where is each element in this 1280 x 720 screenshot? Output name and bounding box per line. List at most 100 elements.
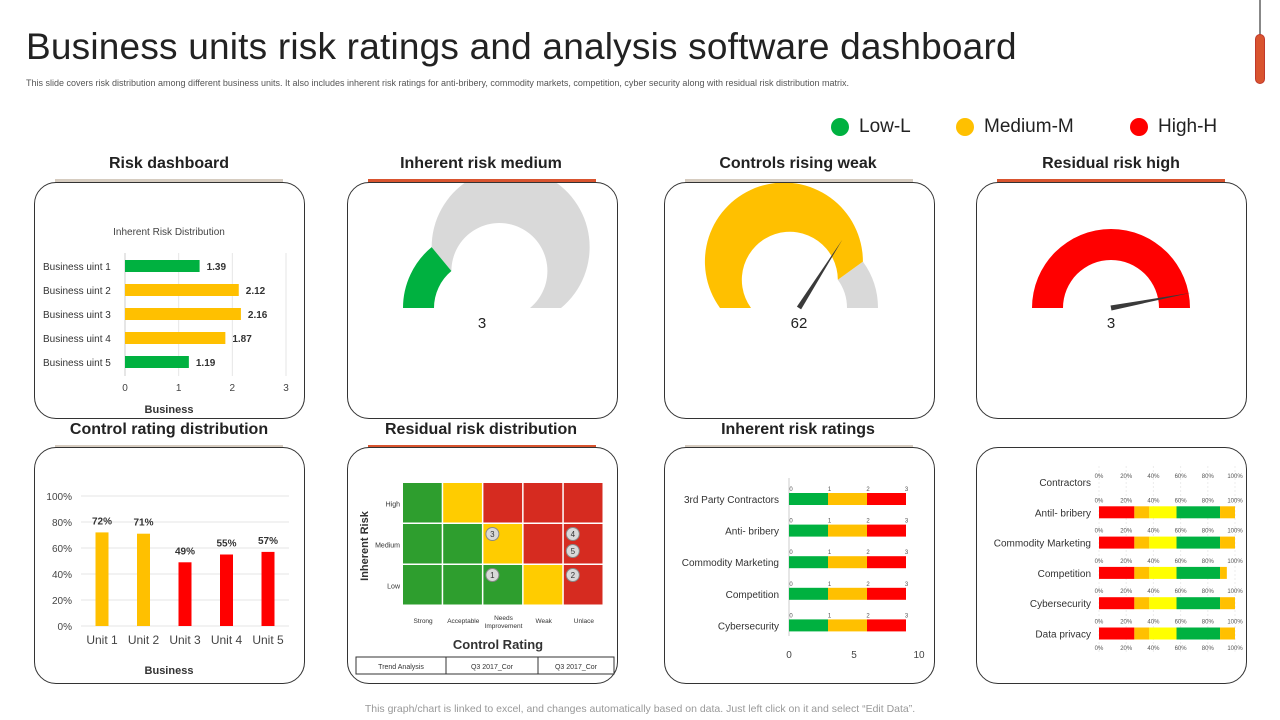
- bar: [137, 533, 150, 626]
- category-label: 3rd Party Contractors: [684, 495, 779, 506]
- bar-segment: [1149, 506, 1177, 519]
- bar-segment: [867, 493, 906, 505]
- mini-tick-label: 20%: [1120, 559, 1133, 565]
- mini-tick-label: 0: [789, 613, 793, 619]
- bar-segment: [1149, 566, 1177, 579]
- x-tick-label: 2: [230, 383, 236, 394]
- bar-segment: [828, 524, 867, 537]
- category-label: Competition: [726, 590, 779, 601]
- bar-segment: [828, 556, 867, 569]
- bar: [125, 356, 189, 368]
- gauge-needle: [1110, 292, 1191, 311]
- panel-underline: [685, 179, 913, 183]
- card-control-rating-distribution: 0% 20% 40% 60% 80% 100% 72% Unit 1 71% Unit 2 49% U…: [34, 447, 305, 684]
- x-tick-label: 0%: [1095, 646, 1104, 652]
- panel-title-risk-dashboard: Risk dashboard: [108, 155, 230, 172]
- x-tick-label: 3: [283, 383, 289, 394]
- mini-tick-label: 100%: [1227, 559, 1243, 565]
- inherent-risk-ratings-chart: 3rd Party Contractors 0 1 2 3 Anti- bribery 0 1…: [682, 478, 925, 661]
- bar-segment: [1099, 536, 1135, 549]
- mini-tick-label: 40%: [1147, 529, 1160, 535]
- medium-dot-icon: [956, 118, 974, 136]
- x-tick-label: Unit 2: [128, 633, 160, 647]
- y-tick-label: 20%: [52, 596, 72, 607]
- mini-tick-label: 2: [866, 519, 870, 525]
- x-tick-label: 60%: [1175, 646, 1188, 652]
- mini-tick-label: 40%: [1147, 589, 1160, 595]
- legend-label-high: High-H: [1158, 116, 1218, 137]
- card-residual-risk-distribution: High Medium Low Strong Acceptable Needs Improv…: [347, 447, 618, 684]
- gauge-residual-risk-high: 3: [1032, 229, 1191, 332]
- x-tick-label: 10: [913, 650, 925, 661]
- bar-segment: [1220, 566, 1227, 579]
- matrix-marker-label: 1: [490, 571, 495, 580]
- mini-tick-label: 100%: [1227, 474, 1243, 480]
- gauge-inherent-risk-medium: 3: [403, 168, 590, 332]
- gauge-fill: [1032, 229, 1190, 308]
- bar-segment: [1134, 566, 1150, 579]
- matrix-marker: [565, 544, 580, 558]
- mini-tick-label: 60%: [1175, 589, 1188, 595]
- mini-tick-label: 0: [789, 519, 793, 525]
- bar: [125, 260, 200, 272]
- matrix-cell: [563, 483, 603, 523]
- matrix-marker: [485, 527, 500, 541]
- panel-title-inherent-risk-medium: Inherent risk medium: [400, 155, 562, 172]
- low-dot-icon: [831, 118, 849, 136]
- bar-segment: [1099, 506, 1135, 519]
- mini-tick-label: 1: [828, 487, 832, 493]
- bar-segment: [1149, 627, 1177, 640]
- panel-title-control-rating-distribution: Control rating distribution: [69, 421, 269, 438]
- matrix-cell: [403, 565, 442, 605]
- card-controls-rising-weak: 62: [664, 182, 935, 419]
- bar-segment: [1176, 536, 1221, 549]
- mini-tick-label: 80%: [1202, 498, 1215, 504]
- mini-tick-label: 3: [905, 613, 909, 619]
- card-residual-risk-high: 3: [976, 182, 1247, 419]
- footer-note: This graph/chart is linked to excel, and…: [364, 703, 916, 715]
- row-label: Medium: [375, 543, 400, 550]
- x-tick-label: 100%: [1227, 646, 1243, 652]
- matrix-marker: [485, 568, 500, 582]
- category-label: Commodity Marketing: [682, 558, 779, 569]
- category-label: Contractors: [1039, 478, 1091, 489]
- bar-segment: [1099, 597, 1135, 610]
- x-tick-label: 5: [851, 650, 857, 661]
- category-label: Cybersecurity: [1030, 599, 1091, 610]
- mini-tick-label: 0%: [1095, 498, 1104, 504]
- bar: [178, 562, 192, 626]
- bar-segment: [867, 619, 906, 632]
- bar-segment: [789, 524, 828, 537]
- mini-tick-label: 20%: [1120, 498, 1133, 504]
- bar-segment: [1220, 597, 1235, 610]
- inherent-risk-distribution-chart: Inherent Risk Distribution 0 1 2 3 Business u…: [43, 227, 289, 416]
- scrollbar-track: [1259, 0, 1261, 36]
- panel-underline: [55, 179, 283, 183]
- card-risk-dashboard: Inherent Risk Distribution 0 1 2 3 Business u…: [34, 182, 305, 419]
- axis-title: Control Rating: [453, 637, 543, 652]
- mini-tick-label: 60%: [1175, 620, 1188, 626]
- row-label: High: [386, 502, 401, 509]
- matrix-marker-label: 3: [490, 530, 495, 539]
- x-tick-label: 0: [786, 650, 792, 661]
- panel-underline: [997, 179, 1225, 183]
- mini-tick-label: 2: [866, 582, 870, 588]
- data-label: 55%: [216, 539, 236, 550]
- scrollbar-thumb[interactable]: [1255, 34, 1265, 84]
- bar-segment: [1176, 597, 1221, 610]
- bar-segment: [1099, 627, 1135, 640]
- matrix-cell: [403, 524, 442, 564]
- mini-tick-label: 2: [866, 550, 870, 556]
- legend-label-medium: Medium-M: [984, 116, 1074, 137]
- matrix-cell: [443, 524, 482, 564]
- panel-title-residual-risk-high: Residual risk high: [1042, 155, 1180, 172]
- y-tick-label: 100%: [46, 492, 72, 503]
- mini-tick-label: 80%: [1202, 474, 1215, 480]
- category-label: Anti- bribery: [725, 527, 779, 538]
- mini-tick-label: 20%: [1120, 589, 1133, 595]
- bar-segment: [828, 493, 867, 505]
- mini-tick-label: 100%: [1227, 589, 1243, 595]
- column-label: Needs: [494, 615, 514, 622]
- matrix-cell: [443, 565, 482, 605]
- gauge-fill: [403, 247, 452, 308]
